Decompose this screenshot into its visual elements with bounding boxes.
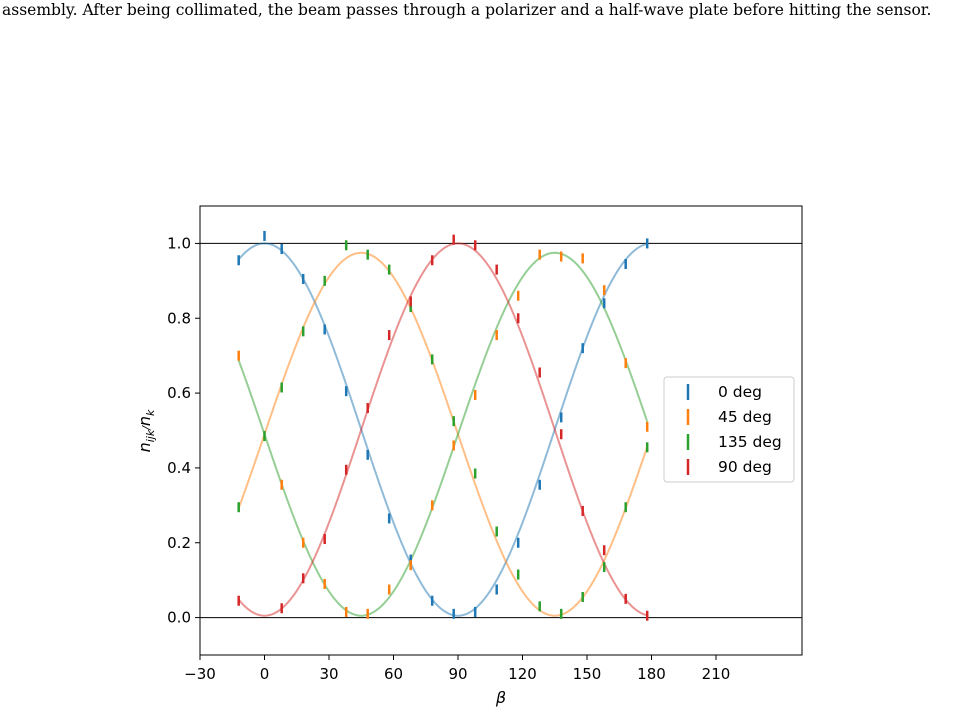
y-tick-label-5: 1.0: [167, 234, 191, 252]
y-axis-label: nijk/nk: [135, 409, 157, 452]
legend-label-2: 135 deg: [718, 433, 782, 451]
y-tick-label-2: 0.4: [167, 459, 191, 477]
reference-lines: [200, 242, 802, 619]
legend-label-1: 45 deg: [718, 408, 772, 426]
fit-curve-2: [237, 251, 649, 617]
fit-curves: [237, 242, 649, 617]
legend-label-3: 90 deg: [718, 458, 772, 476]
plot-frame: [199, 205, 803, 656]
data-points: [237, 230, 649, 621]
y-axis: 0.0 0.2 0.4 0.6 0.8 1.0: [167, 234, 200, 627]
x-tick-label-2: 30: [319, 665, 338, 683]
x-tick-label-0: −30: [184, 665, 216, 683]
fit-curve-3: [237, 242, 648, 617]
y-tick-label-0: 0.0: [167, 609, 191, 627]
legend: 0 deg 45 deg 135 deg 90 deg: [663, 376, 795, 483]
x-tick-label-4: 90: [448, 665, 467, 683]
x-axis: −30 0 30 60 90 120 150 180 210: [184, 655, 730, 683]
legend-box: [663, 376, 795, 483]
x-tick-label-8: 210: [702, 665, 731, 683]
y-tick-label-3: 0.6: [167, 384, 191, 402]
x-tick-label-6: 150: [573, 665, 602, 683]
fit-curve-0: [237, 242, 648, 617]
y-tick-label-4: 0.8: [167, 309, 191, 327]
x-tick-label-1: 0: [260, 665, 270, 683]
y-tick-label-1: 0.2: [167, 534, 191, 552]
x-tick-label-3: 60: [384, 665, 403, 683]
x-tick-label-7: 180: [637, 665, 666, 683]
x-axis-label: β: [495, 688, 506, 707]
x-tick-label-5: 120: [508, 665, 537, 683]
caption-text: assembly. After being collimated, the be…: [2, 1, 932, 19]
legend-label-0: 0 deg: [718, 383, 762, 401]
fit-curve-1: [237, 251, 649, 617]
